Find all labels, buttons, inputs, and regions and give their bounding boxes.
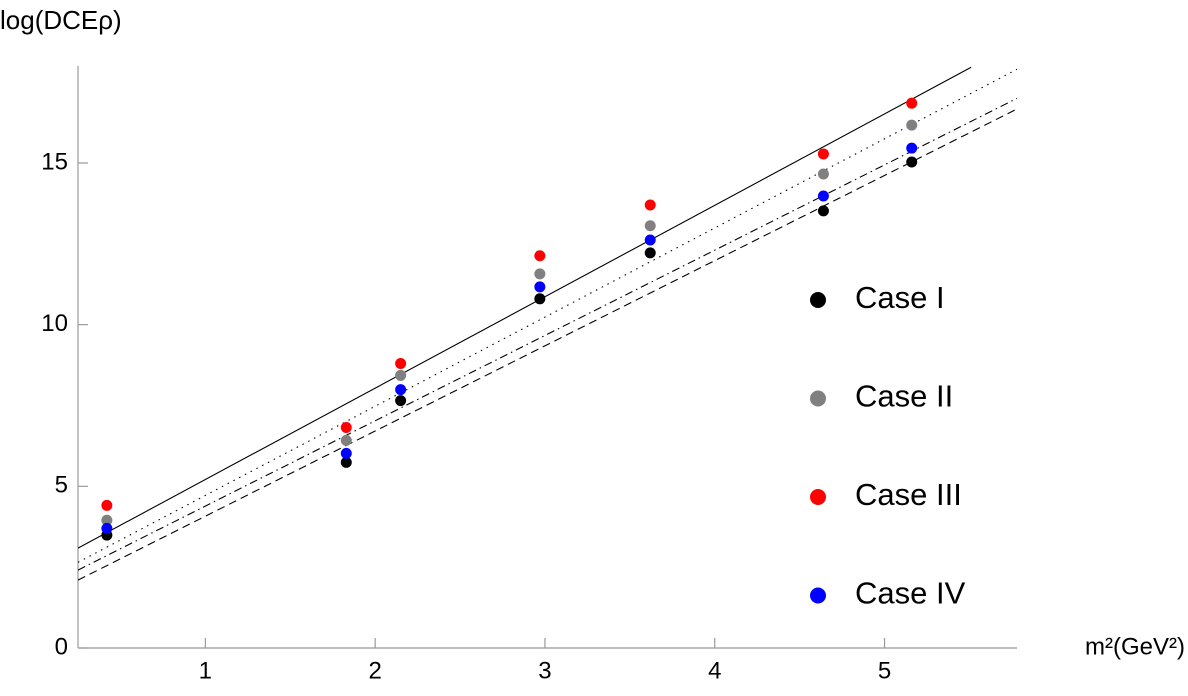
x-tick-label: 5 [878,657,891,684]
point [906,156,918,168]
point [906,119,918,131]
legend-label: Case I [855,280,945,315]
point [644,247,656,259]
legend-marker [810,390,826,407]
point [534,293,546,305]
legend-label: Case II [855,379,953,414]
point [340,434,352,446]
x-axis-label: m²(GeV²) [1085,633,1185,660]
point [534,250,546,262]
y-tick-label: 15 [41,148,68,175]
point [340,447,352,459]
fit-line [78,66,972,549]
point [534,281,546,293]
x-tick-label: 3 [538,657,551,684]
legend-marker [810,489,826,505]
y-tick-label: 5 [55,472,68,499]
fit-line [78,68,1018,563]
point [340,456,352,468]
point [644,199,656,211]
point [644,234,656,246]
y-axis-label: log(DCEρ) [0,5,122,35]
point [395,369,407,381]
point [395,395,407,407]
line-group [78,66,1018,581]
fit-line [78,97,1018,571]
point [395,357,407,369]
point [534,268,546,280]
point [817,148,829,160]
point [817,205,829,217]
point [340,421,352,433]
x-tick-label: 2 [368,657,381,684]
legend-marker [810,587,826,604]
point [817,190,829,202]
point [906,97,918,109]
point [101,499,113,511]
x-tick-label: 1 [199,657,212,684]
legend-marker [810,292,826,308]
point [101,514,113,526]
y-tick-label: 10 [41,310,68,337]
fit-line [78,108,1018,581]
point [817,168,829,180]
point [906,142,918,154]
legend-label: Case IV [855,576,966,611]
legend-label: Case III [855,477,962,512]
x-tick-label: 4 [708,657,721,684]
point [101,522,113,534]
point [395,384,407,396]
y-tick-label: 0 [55,633,68,660]
point [644,220,656,232]
